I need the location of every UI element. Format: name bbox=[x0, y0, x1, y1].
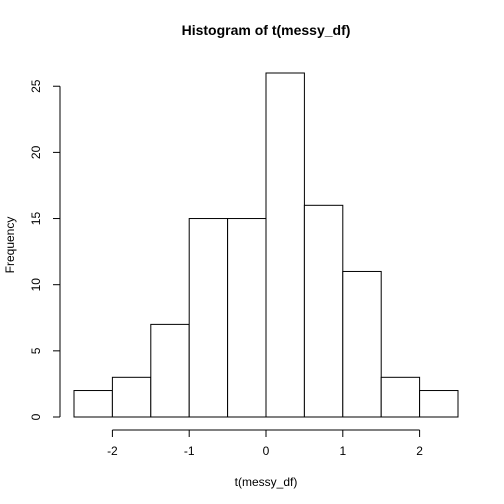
y-tick-label: 0 bbox=[29, 413, 43, 420]
histogram-bar bbox=[265, 72, 305, 418]
chart-title: Histogram of t(messy_df) bbox=[182, 22, 351, 38]
x-tick-label: -1 bbox=[184, 444, 195, 458]
y-tick-label: 20 bbox=[29, 145, 43, 159]
histogram-bar bbox=[419, 390, 459, 418]
x-tick-label: 1 bbox=[339, 444, 346, 458]
histogram-bar bbox=[227, 218, 267, 418]
y-tick-label: 5 bbox=[29, 347, 43, 354]
histogram-bar bbox=[342, 270, 382, 418]
x-axis-label: t(messy_df) bbox=[235, 475, 298, 489]
histogram-bar bbox=[188, 218, 229, 418]
y-axis: 0 5 10 15 20 25 bbox=[29, 79, 61, 420]
histogram-bar bbox=[303, 204, 344, 418]
y-axis-label: Frequency bbox=[3, 217, 17, 274]
x-tick-label: -2 bbox=[107, 444, 118, 458]
histogram-bar bbox=[111, 376, 152, 418]
x-axis: -2 -1 0 1 2 bbox=[107, 429, 423, 458]
y-tick-label: 15 bbox=[29, 212, 43, 226]
x-tick-label: 0 bbox=[263, 444, 270, 458]
histogram-bar bbox=[73, 390, 113, 418]
y-tick-label: 10 bbox=[29, 278, 43, 292]
histogram-bar bbox=[380, 376, 421, 418]
histogram-bar bbox=[150, 323, 190, 418]
bars-group bbox=[73, 72, 459, 418]
x-tick-label: 2 bbox=[416, 444, 423, 458]
y-tick-label: 25 bbox=[29, 79, 43, 93]
